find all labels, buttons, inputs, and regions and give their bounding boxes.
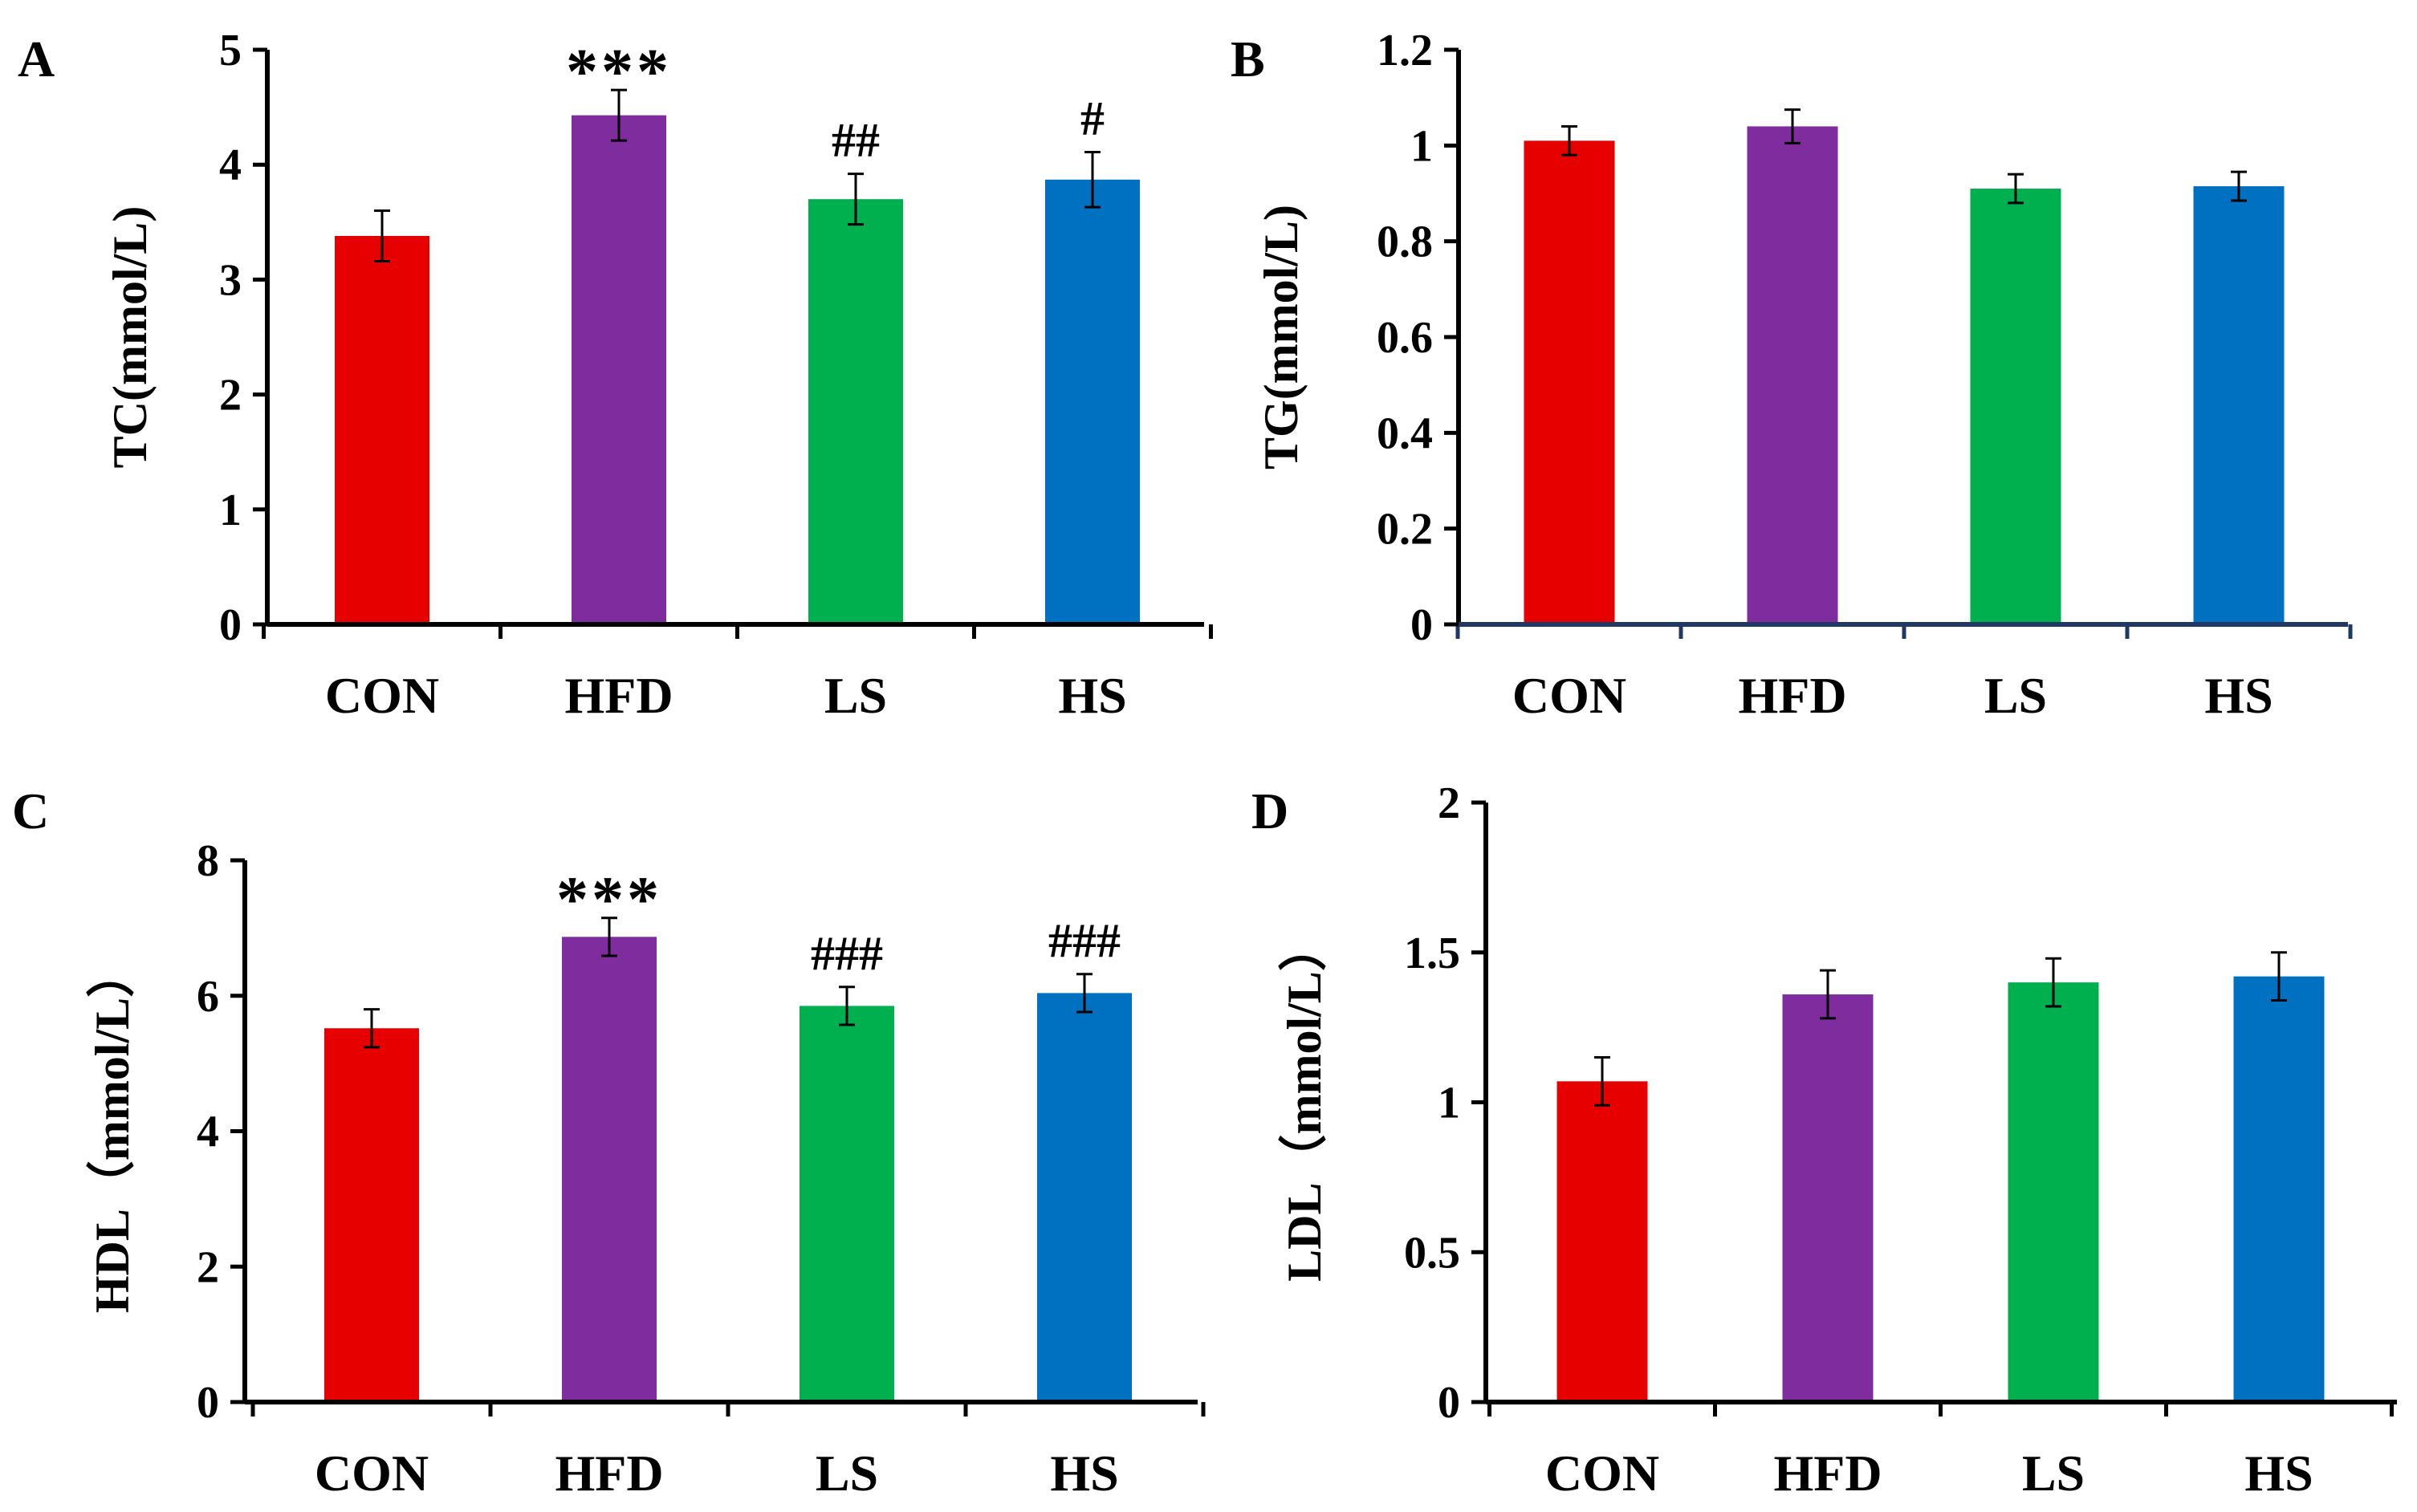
bar-hfd	[1782, 994, 1874, 1402]
error-bar-hs	[1076, 973, 1093, 1014]
category-label: HS	[2204, 667, 2273, 724]
y-tick-label: 6	[197, 972, 219, 1022]
y-tick-label: 5	[219, 26, 242, 75]
bar-con	[1556, 1081, 1648, 1402]
category-label: LS	[816, 1445, 878, 1502]
category-label: LS	[1984, 667, 2047, 724]
category-label: HS	[1050, 1445, 1118, 1502]
y-tick-label: 0	[197, 1378, 219, 1428]
panel-a: A CON *** HFD ## LS # HS 0 1 2 3 4 5 TC(mmol/L)	[18, 26, 1213, 724]
panel-letter: B	[1231, 30, 1265, 87]
category-label: CON	[325, 667, 439, 724]
bar-hs	[2193, 186, 2285, 625]
error-bar-hfd	[611, 88, 627, 142]
y-tick-label: 0	[1438, 1378, 1460, 1428]
y-tick-label: 4	[197, 1108, 219, 1157]
bar-ls	[1970, 189, 2061, 625]
category-label: HFD	[1773, 1445, 1882, 1502]
bar-hs	[1045, 179, 1140, 625]
error-bar-con	[374, 209, 390, 262]
error-bar-hs	[1084, 150, 1101, 209]
category-label: HS	[2244, 1445, 2313, 1502]
bar-hs	[2233, 976, 2325, 1402]
category-label: LS	[2022, 1445, 2085, 1502]
error-bar-hfd	[1784, 108, 1801, 144]
bar-con	[324, 1028, 419, 1402]
panel-letter: C	[12, 782, 49, 839]
category-label: HFD	[555, 1445, 663, 1502]
category-label: CON	[1512, 667, 1626, 724]
panel-letter: D	[1251, 782, 1288, 839]
category-label: CON	[1545, 1445, 1659, 1502]
y-tick-label: 0.2	[1377, 505, 1433, 555]
error-bar-ls	[839, 986, 855, 1026]
panel-letter: A	[18, 30, 55, 87]
panel-b: B CON HFD LS HS 0 0.2 0.4 0.6 0.8 1 1.2 TG(mmol/L)	[1231, 26, 2353, 724]
bar-hfd	[572, 115, 666, 624]
category-label: HS	[1058, 667, 1126, 724]
error-bar-ls	[2045, 957, 2061, 1008]
y-axis-label: HDL（mmol/L）	[85, 949, 139, 1313]
y-axis-label: LDL（mmol/L）	[1277, 923, 1331, 1282]
error-bar-hfd	[601, 917, 617, 957]
error-bar-con	[364, 1008, 380, 1049]
bar-hfd	[562, 937, 657, 1402]
bar-con	[1524, 140, 1615, 624]
y-tick-label: 0	[1410, 600, 1433, 650]
significance-label: ###	[811, 927, 883, 980]
y-tick-label: 0	[219, 600, 242, 650]
error-bar-ls	[2008, 173, 2024, 205]
y-tick-label: 1	[1438, 1079, 1460, 1128]
y-tick-label: 8	[197, 836, 219, 886]
bar-con	[335, 235, 429, 624]
category-label: HFD	[1738, 667, 1846, 724]
category-label: HFD	[564, 667, 673, 724]
bar-ls	[2008, 982, 2099, 1402]
error-bar-hs	[2231, 170, 2247, 202]
error-bar-ls	[848, 173, 864, 226]
significance-label: ***	[556, 865, 662, 936]
significance-label: ###	[1048, 914, 1121, 967]
y-tick-label: 1.2	[1377, 26, 1433, 75]
error-bar-con	[1561, 124, 1577, 156]
y-tick-label: 1	[1410, 121, 1433, 171]
bar-hfd	[1747, 126, 1838, 624]
error-bar-con	[1594, 1055, 1610, 1107]
y-tick-label: 3	[219, 255, 242, 305]
y-tick-label: 1	[219, 486, 242, 535]
y-tick-label: 2	[197, 1242, 219, 1292]
significance-label: ***	[566, 37, 672, 108]
y-tick-label: 2	[1438, 778, 1460, 828]
category-label: CON	[315, 1445, 429, 1502]
bar-ls	[800, 1006, 894, 1402]
y-tick-label: 4	[219, 140, 242, 190]
bar-hs	[1037, 993, 1132, 1402]
y-tick-label: 0.8	[1377, 217, 1433, 267]
y-tick-label: 0.5	[1404, 1228, 1460, 1278]
y-tick-label: 1.5	[1404, 929, 1460, 978]
bar-ls	[808, 199, 903, 624]
y-tick-label: 2	[219, 371, 242, 421]
error-bar-hs	[2271, 951, 2287, 1002]
y-tick-label: 0.6	[1377, 313, 1433, 363]
significance-label: #	[1080, 91, 1105, 144]
error-bar-hfd	[1820, 969, 1836, 1020]
panel-c: C CON *** HFD ### LS ### HS 0 2 4 6 8 HDL（mmol/L）	[12, 782, 1206, 1502]
y-axis-label: TG(mmol/L)	[1255, 205, 1308, 469]
panel-d: D CON HFD LS HS 0 0.5 1 1.5 2 LDL（mmol/L）	[1251, 778, 2397, 1502]
y-axis-label: TC(mmol/L)	[104, 206, 157, 469]
significance-label: ##	[832, 114, 880, 167]
category-label: LS	[824, 667, 887, 724]
y-tick-label: 0.4	[1377, 408, 1433, 458]
